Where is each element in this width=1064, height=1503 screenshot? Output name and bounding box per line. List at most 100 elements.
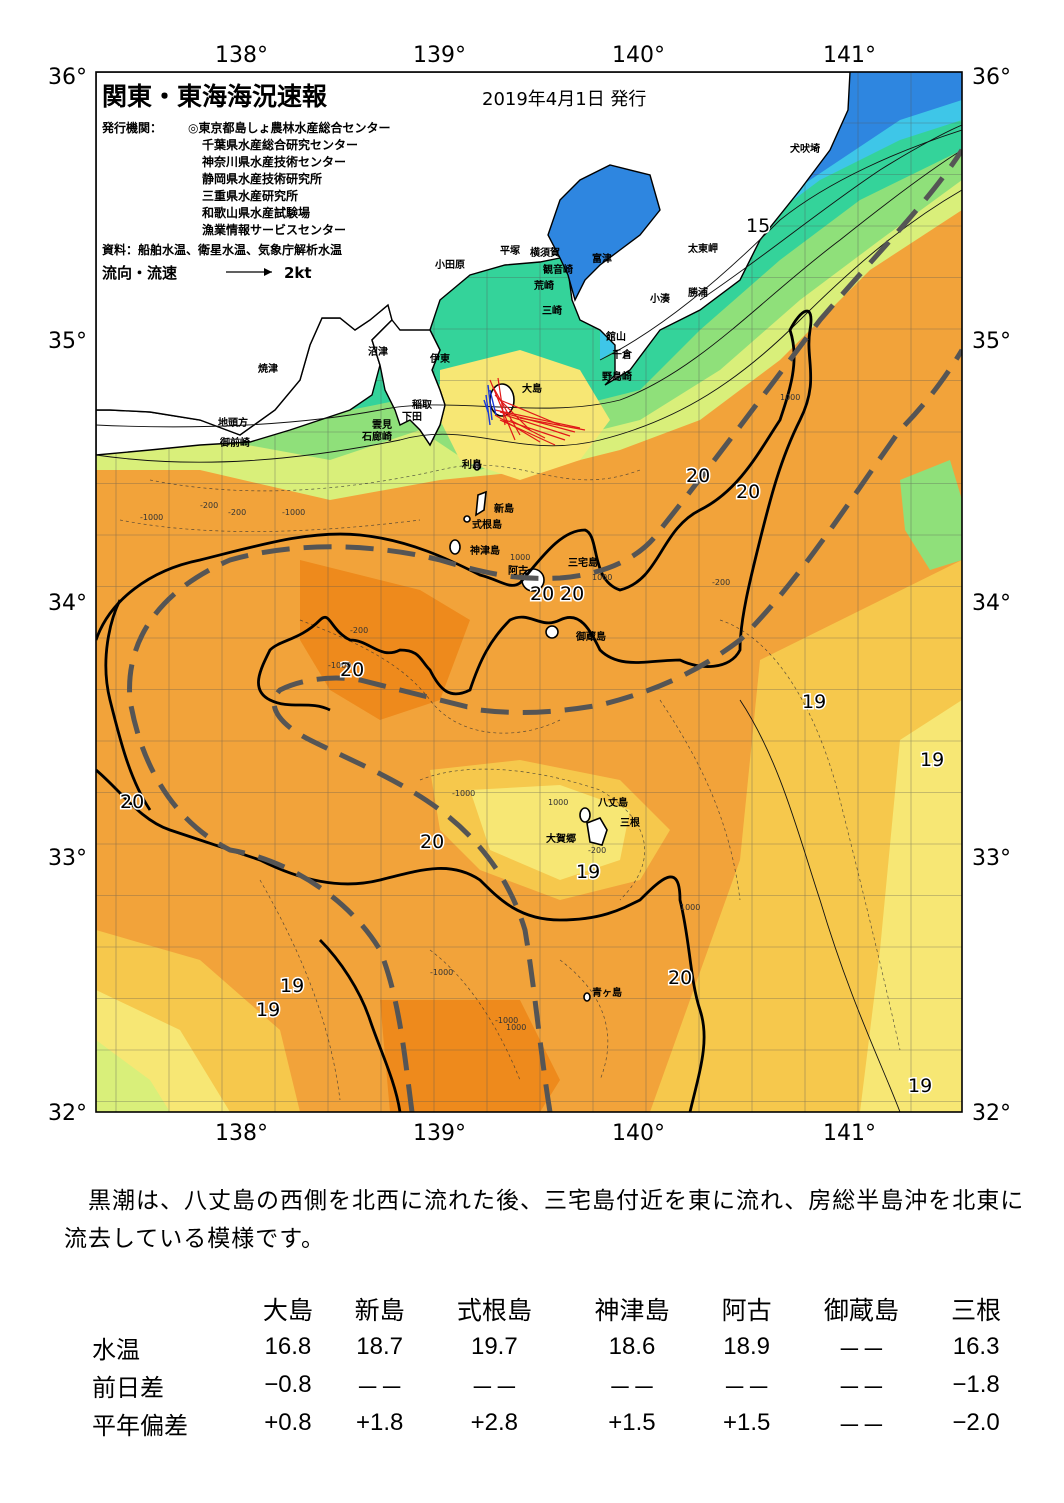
isotherm-label: 19 — [576, 861, 600, 883]
place-name-label: 小田原 — [434, 258, 465, 271]
mikurajima-island — [545, 625, 559, 639]
place-name-label: 平塚 — [500, 244, 520, 257]
depth-label: -200 — [228, 508, 246, 517]
station-header: 新島 — [354, 1296, 405, 1325]
depth-label: 1000 — [506, 1023, 526, 1032]
table-header-row: 大島 新島 式根島 神津島 阿古 御蔵島 三根 — [92, 1290, 1022, 1328]
place-name-label: 下田 — [402, 411, 422, 423]
place-name-label: 小湊 — [649, 292, 671, 305]
isotherms-thin — [96, 124, 962, 1112]
table-row: 水温 16.8 18.7 19.7 18.6 18.9 －－ 16.3 — [92, 1328, 1022, 1366]
row-label: 平年偏差 — [92, 1411, 188, 1440]
table-cell: 16.3 — [952, 1333, 1000, 1360]
place-name-label: 石廊崎 — [361, 430, 392, 443]
depth-label: -200 — [588, 846, 606, 855]
kozushima-island — [449, 539, 461, 555]
table-cell: －－ — [607, 1374, 656, 1402]
current-legend-label: 流向・流速 — [102, 264, 177, 282]
lon-label-top: 140° — [612, 43, 665, 68]
lon-label-bottom: 139° — [413, 1121, 466, 1146]
map-title: 関東・東海海況速報 — [102, 82, 328, 111]
issuer-item: 静岡県水産技術研究所 — [202, 171, 322, 186]
station-header: 阿古 — [721, 1296, 772, 1325]
lon-label-bottom: 140° — [612, 1121, 665, 1146]
table-cell: －－ — [355, 1374, 404, 1402]
place-name-label: 三根 — [620, 816, 640, 829]
station-header: 三根 — [951, 1296, 1002, 1325]
issuer-item: 千葉県水産総合研究センター — [202, 137, 358, 152]
place-name-label: 沼津 — [368, 345, 388, 358]
lat-label-left: 34° — [48, 591, 87, 616]
depth-label: 1000 — [510, 553, 530, 562]
current-legend-value: 2kt — [284, 264, 312, 282]
table-corner — [92, 1290, 242, 1328]
lat-label-right: 33° — [972, 846, 1011, 871]
depth-label: -1000 — [328, 661, 351, 670]
niijima-island — [475, 490, 487, 517]
place-name-label: 館山 — [605, 330, 626, 343]
data-sources: 資料：船舶水温、衛星水温、気象庁解析水温 — [102, 242, 342, 257]
place-name-label: 野島崎 — [602, 370, 632, 383]
issuer-item: 和歌山県水産試験場 — [201, 205, 310, 220]
isotherm-label: 20 — [340, 659, 364, 681]
table-row: 平年偏差 +0.8 +1.8 +2.8 +1.5 +1.5 －－ −2.0 — [92, 1404, 1022, 1442]
shikinejima-island — [463, 515, 471, 523]
depth-label: -1000 — [282, 508, 305, 517]
isotherm-label: 20 — [420, 831, 444, 853]
depth-label: 1000 — [780, 393, 800, 402]
station-header: 大島 — [262, 1296, 313, 1325]
table-cell: 18.9 — [723, 1333, 771, 1360]
place-name-label: 八丈島 — [597, 796, 628, 809]
map-frame — [95, 71, 963, 1113]
place-name-label: 千倉 — [612, 348, 633, 361]
place-name-label: 勝浦 — [688, 286, 708, 299]
table-cell: －－ — [837, 1336, 886, 1364]
observation-table: 大島 新島 式根島 神津島 阿古 御蔵島 三根 水温 16.8 18.7 19.… — [92, 1290, 1022, 1442]
issuer-item: 漁業情報サービスセンター — [202, 222, 346, 237]
sea-condition-map: 138° 139° 140° 141° 138° 139° 140° 141° … — [48, 43, 1011, 1146]
lat-label-right: 32° — [972, 1101, 1011, 1126]
lat-label-left: 33° — [48, 846, 87, 871]
place-name-label: 式根島 — [472, 518, 502, 531]
depth-label: -1000 — [452, 789, 475, 798]
issuer-item: ◎東京都島しょ農林水産総合センター — [188, 120, 390, 135]
depth-label: -200 — [200, 501, 218, 510]
lat-label-right: 36° — [972, 65, 1011, 90]
table-cell: −2.0 — [952, 1409, 1000, 1436]
row-label: 水温 — [92, 1335, 140, 1364]
isotherm-label: 15 — [746, 215, 770, 237]
place-name-label: 横須賀 — [530, 246, 560, 259]
depth-label: 1000 — [548, 798, 568, 807]
hachijo-kojima-island — [579, 807, 591, 823]
depth-label: -1000 — [140, 513, 163, 522]
table-cell: 18.7 — [356, 1333, 403, 1360]
place-name-label: 御前崎 — [219, 436, 250, 449]
table-cell: +2.8 — [470, 1409, 519, 1436]
isotherm-label: 19 — [802, 691, 826, 713]
place-name-label: 大島 — [522, 382, 542, 395]
kuroshio-axis — [127, 148, 962, 1112]
table-cell: 19.7 — [470, 1333, 518, 1360]
table-cell: −1.8 — [952, 1371, 1000, 1398]
depth-label: 1000 — [592, 573, 612, 582]
place-name-label: 荒崎 — [533, 279, 554, 292]
depth-label: -1000 — [430, 968, 453, 977]
issuer-item: 神奈川県水産技術センター — [202, 154, 346, 169]
place-name-label: 雲見 — [372, 419, 392, 431]
row-label: 前日差 — [92, 1373, 164, 1402]
station-header: 御蔵島 — [823, 1296, 899, 1325]
table-cell: 18.6 — [608, 1333, 656, 1360]
isotherm-label: 20 — [120, 791, 144, 813]
table-cell: －－ — [470, 1374, 519, 1402]
lon-label-top: 138° — [215, 43, 268, 68]
table-cell: －－ — [722, 1374, 771, 1402]
arrowhead-icon — [264, 268, 272, 276]
isotherm-label: 20 — [668, 967, 692, 989]
aogashima-island — [583, 992, 591, 1002]
table-cell: －－ — [837, 1412, 886, 1440]
table-cell: 16.8 — [264, 1333, 312, 1360]
table-cell: +1.5 — [608, 1409, 656, 1436]
lat-label-left: 35° — [48, 329, 87, 354]
lat-label-left: 36° — [48, 65, 87, 90]
place-name-label: 富津 — [592, 252, 612, 265]
